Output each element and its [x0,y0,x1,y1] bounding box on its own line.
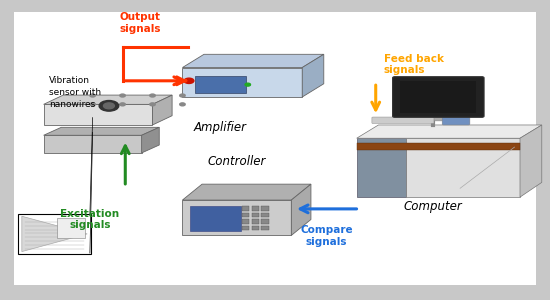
Circle shape [120,103,125,106]
FancyBboxPatch shape [372,117,434,124]
FancyBboxPatch shape [190,206,241,231]
Text: Vibration
sensor with
nanowires: Vibration sensor with nanowires [49,76,101,109]
Circle shape [150,103,155,106]
Circle shape [99,100,119,111]
FancyBboxPatch shape [242,206,249,211]
FancyBboxPatch shape [14,12,536,285]
FancyBboxPatch shape [261,226,269,230]
Polygon shape [141,127,159,153]
Text: Computer: Computer [404,200,462,213]
Polygon shape [356,125,542,138]
Polygon shape [292,184,311,236]
Circle shape [150,94,155,97]
Polygon shape [183,184,311,200]
FancyBboxPatch shape [251,206,259,211]
Polygon shape [520,125,542,197]
FancyBboxPatch shape [393,77,484,117]
Polygon shape [406,138,520,197]
Polygon shape [43,95,172,104]
Polygon shape [43,104,152,125]
Circle shape [90,94,95,97]
FancyBboxPatch shape [442,116,470,125]
FancyBboxPatch shape [261,213,269,218]
FancyBboxPatch shape [412,116,454,121]
Polygon shape [22,216,87,252]
FancyBboxPatch shape [251,226,259,230]
FancyBboxPatch shape [58,218,85,238]
FancyBboxPatch shape [400,81,476,113]
Text: Excitation
signals: Excitation signals [60,209,119,230]
Polygon shape [152,95,172,125]
Polygon shape [43,135,141,153]
FancyBboxPatch shape [356,138,406,197]
FancyBboxPatch shape [18,214,91,254]
Circle shape [184,78,194,83]
FancyBboxPatch shape [251,213,259,218]
FancyBboxPatch shape [242,226,249,230]
Circle shape [120,94,125,97]
Polygon shape [183,68,302,97]
Text: Amplifier: Amplifier [194,121,247,134]
FancyBboxPatch shape [261,206,269,211]
FancyBboxPatch shape [242,213,249,218]
Polygon shape [302,54,324,97]
Polygon shape [183,200,292,236]
FancyBboxPatch shape [251,219,259,224]
Polygon shape [43,127,160,135]
Circle shape [180,94,185,97]
FancyBboxPatch shape [356,142,520,150]
Circle shape [180,103,185,106]
Circle shape [245,83,250,86]
Polygon shape [183,54,324,68]
Circle shape [103,103,114,109]
Text: Compare
signals: Compare signals [300,225,353,247]
FancyBboxPatch shape [195,76,246,93]
FancyBboxPatch shape [261,219,269,224]
Text: Feed back
signals: Feed back signals [384,54,444,75]
FancyBboxPatch shape [242,219,249,224]
Text: Output
signals: Output signals [120,12,161,34]
Circle shape [90,103,95,106]
Text: Controller: Controller [208,155,266,168]
